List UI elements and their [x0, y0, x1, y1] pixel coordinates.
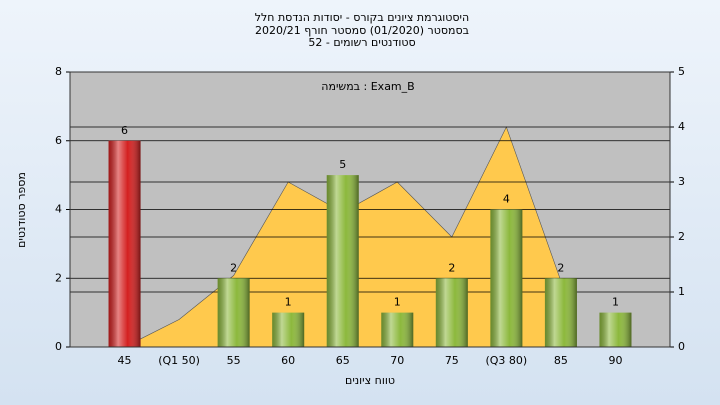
y2-tick-label: 1: [678, 285, 685, 298]
x-tick-label: 60: [281, 354, 295, 367]
data-label: 5: [339, 158, 346, 171]
data-label: 1: [394, 296, 401, 309]
y2-tick-label: 5: [678, 65, 685, 78]
bar-shine: [599, 312, 632, 347]
bar-shine: [490, 209, 523, 347]
y2-tick-label: 4: [678, 120, 685, 133]
chart-subtitle: 52 - סטודנטים רשומים: [308, 36, 415, 49]
x-tick-label: 45: [118, 354, 132, 367]
x-tick-label: (Q3 80): [485, 354, 527, 367]
bar-shine: [544, 278, 577, 347]
x-tick-label: 90: [608, 354, 622, 367]
data-label: 2: [230, 261, 237, 274]
y-tick-label: 8: [55, 65, 62, 78]
data-label: 2: [557, 261, 564, 274]
y-axis-label: מספר סטודנטים: [15, 172, 28, 248]
bar-shine: [381, 312, 414, 347]
x-tick-label: 70: [390, 354, 404, 367]
x-axis-label: טווח ציונים: [345, 374, 395, 387]
data-label: 1: [285, 296, 292, 309]
chart-subtitle: בסמסטר (01/2020) סמסטר חורף 2020/21: [255, 24, 469, 37]
y-tick-label: 6: [55, 134, 62, 147]
annotation: במשימה : Exam_B: [321, 80, 414, 93]
chart-title: היסטוגרמת ציונים בקורס - יסודות הנדסת חל…: [255, 11, 469, 24]
data-label: 1: [612, 296, 619, 309]
data-label: 2: [448, 261, 455, 274]
x-tick-label: 55: [227, 354, 241, 367]
x-tick-label: (Q1 50): [158, 354, 200, 367]
x-tick-label: 65: [336, 354, 350, 367]
x-tick-label: 75: [445, 354, 459, 367]
y2-tick-label: 3: [678, 175, 685, 188]
bar-shine: [326, 175, 359, 347]
data-label: 6: [121, 124, 128, 137]
data-label: 4: [503, 193, 510, 206]
bar-shine: [108, 140, 141, 347]
y-tick-label: 2: [55, 271, 62, 284]
plot-frame: [69, 71, 671, 348]
bar-shine: [272, 312, 305, 347]
bar-shine: [217, 278, 250, 347]
x-tick-label: 85: [554, 354, 568, 367]
y-tick-label: 0: [55, 340, 62, 353]
y2-tick-label: 0: [678, 340, 685, 353]
bar-shine: [435, 278, 468, 347]
y-tick-label: 4: [55, 203, 62, 216]
y2-tick-label: 2: [678, 230, 685, 243]
